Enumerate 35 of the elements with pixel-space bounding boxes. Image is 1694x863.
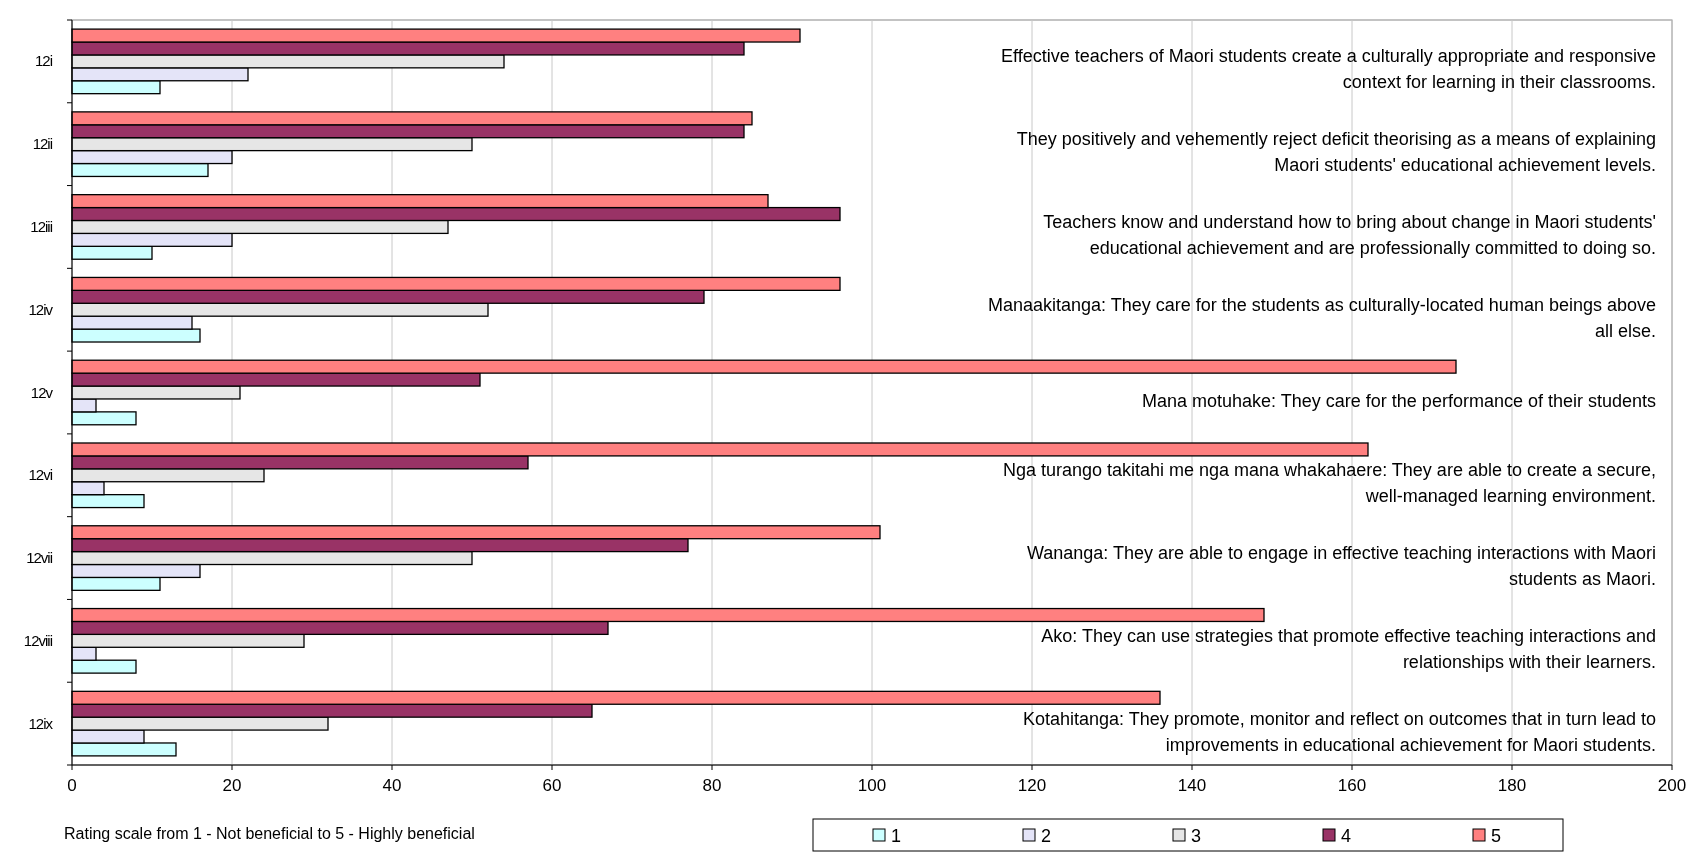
annotation: Teachers know and understand how to bring about change in Maori students' educational achievement and are professionally committed to doing so. [1043,211,1656,258]
y-tick-label: 12i [34,52,53,70]
x-tick-label: 100 [857,776,887,795]
annotation: They positively and vehemently reject deficit theorising as a means of explaining Maori students' educational achievement levels. [1016,129,1656,176]
x-tick-label: 120 [1017,776,1047,795]
legend-label: 4 [1341,826,1352,846]
legend-label: 3 [1191,826,1202,846]
y-tick-label: 12ii [32,135,53,153]
x-tick-label: 180 [1497,776,1527,795]
annotation: Nga turango takitahi me nga mana whakahaere: They are able to create a secure, well-managed learning environment. [1002,460,1656,507]
y-tick-label: 12iii [30,217,53,235]
annotation: Kotahitanga: They promote, monitor and reflect on outcomes that in turn lead to improvements in educational achievement for Maori students. [1022,708,1656,755]
x-tick-label: 200 [1657,776,1687,795]
y-tick-label: 12vii [26,549,53,567]
x-tick-label: 20 [222,776,242,795]
annotation: Effective teachers of Maori students create a culturally appropriate and responsive context for learning in their classrooms. [1000,46,1656,93]
x-tick-label: 0 [67,776,77,795]
y-tick-label: 12viii [23,631,53,649]
x-tick-label: 140 [1177,776,1207,795]
annotation: Ako: They can use strategies that promote effective teaching interactions and relationships with their learners. [1041,625,1656,672]
x-tick-label: 60 [542,776,562,795]
y-tick-label: 12v [30,383,54,401]
legend-label: 2 [1041,826,1052,846]
legend-label: 5 [1491,826,1502,846]
y-tick-label: 12vi [28,466,53,484]
x-tick-label: 40 [382,776,402,795]
annotation: Mana motuhake: They care for the performance of their students [1142,390,1656,411]
text: Rating scale from 1 - Not beneficial to 5 - Highly beneficial [64,825,475,842]
x-tick-label: 80 [702,776,722,795]
annotation: Wananga: They are able to engage in effective teaching interactions with Maori students as Maori. [1026,543,1656,590]
y-tick-label: 12ix [28,714,54,732]
annotation: Manaakitanga: They care for the students as culturally-located human beings above all else. [987,294,1656,341]
legend-label: 1 [891,826,902,846]
y-tick-label: 12iv [28,300,54,318]
x-tick-label: 160 [1337,776,1367,795]
